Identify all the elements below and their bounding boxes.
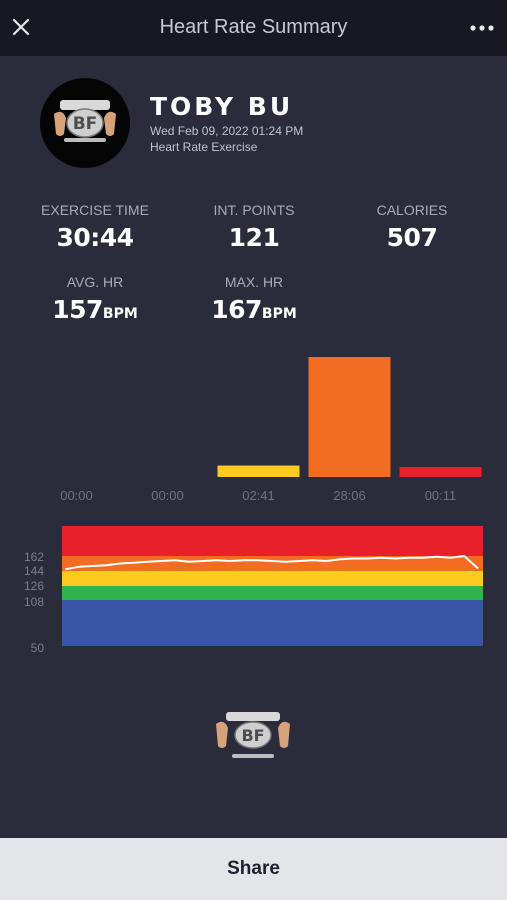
calories-value: 507 [386,223,438,252]
zone-bar-2 [217,465,300,477]
zone-bar-label-4: 00:11 [425,488,457,503]
zone-bar-3 [308,357,391,477]
svg-text:BF: BF [73,114,98,134]
profile-name: TOBY BU [150,92,294,121]
zone-bar-label-0: 00:00 [60,488,93,503]
int-points-value: 121 [228,223,280,252]
int-points-label: INT. POINTS [213,202,295,218]
share-label: Share [227,858,280,879]
top-bar: Heart Rate Summary [0,0,507,56]
svg-text:BF: BF [241,726,264,745]
hr-y-tick-162: 162 [24,550,44,564]
hr-zone-band-1 [62,586,483,600]
exercise-time-value: 30:44 [56,223,134,252]
close-icon[interactable] [8,14,36,42]
avg-hr-number: 157 [52,295,103,324]
max-hr-label: MAX. HR [224,274,284,290]
calories-label: CALORIES [376,202,448,218]
avatar: BF [40,78,130,168]
zone-bar-label-3: 28:06 [333,488,366,503]
zone-bar-4 [399,467,482,477]
hr-zone-band-4 [62,526,483,556]
avg-hr-unit: BPM [102,306,138,322]
hr-y-tick-108: 108 [24,595,44,609]
hr-y-tick-50: 50 [31,641,45,655]
exercise-time-label: EXERCISE TIME [41,202,149,218]
share-button[interactable]: Share [0,838,507,900]
gym-logo-icon: BF [54,100,116,142]
page-title: Heart Rate Summary [159,16,348,38]
max-hr-unit: BPM [261,306,297,322]
max-hr-number: 167 [211,295,262,324]
zone-bar-label-1: 00:00 [151,488,184,503]
workout-type: Heart Rate Exercise [150,140,258,154]
footer-logo: BF [208,708,298,766]
workout-date: Wed Feb 09, 2022 01:24 PM [150,124,304,138]
hr-line [64,555,479,571]
hr-y-tick-144: 144 [24,564,44,578]
zone-time-bar-chart: 00:00 00:00 02:41 28:06 00:11 [60,357,482,503]
hr-y-tick-126: 126 [24,579,44,593]
max-hr-value: 167BPM [174,295,334,324]
avg-hr-label: AVG. HR [66,274,124,290]
zone-bar-label-2: 02:41 [242,488,275,503]
hr-zone-band-2 [62,571,483,586]
avg-hr-value: 157BPM [15,295,175,324]
gym-logo-icon: BF [216,712,290,758]
hr-zone-band-0 [62,600,483,646]
more-options-icon[interactable] [469,18,497,38]
